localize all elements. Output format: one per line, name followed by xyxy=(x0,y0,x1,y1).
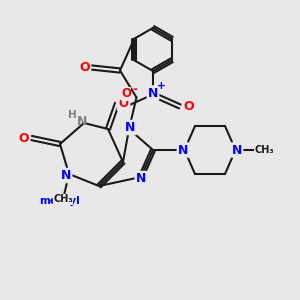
Text: O: O xyxy=(121,87,131,101)
Text: O: O xyxy=(80,61,90,74)
Text: O: O xyxy=(118,95,129,109)
Text: N: N xyxy=(148,86,158,100)
Text: CH₃: CH₃ xyxy=(53,194,73,205)
Text: O: O xyxy=(183,100,194,113)
Text: N: N xyxy=(178,143,188,157)
Text: N: N xyxy=(232,143,242,157)
Text: O: O xyxy=(19,131,29,145)
Text: N: N xyxy=(136,172,146,185)
Text: H: H xyxy=(68,110,76,121)
Text: -: - xyxy=(132,83,137,97)
Text: N: N xyxy=(61,169,71,182)
Text: CH₃: CH₃ xyxy=(254,145,274,155)
Text: N: N xyxy=(125,121,136,134)
Text: O: O xyxy=(118,97,128,110)
Text: methyl: methyl xyxy=(40,196,80,206)
Text: +: + xyxy=(157,81,166,91)
Text: N: N xyxy=(77,115,88,128)
